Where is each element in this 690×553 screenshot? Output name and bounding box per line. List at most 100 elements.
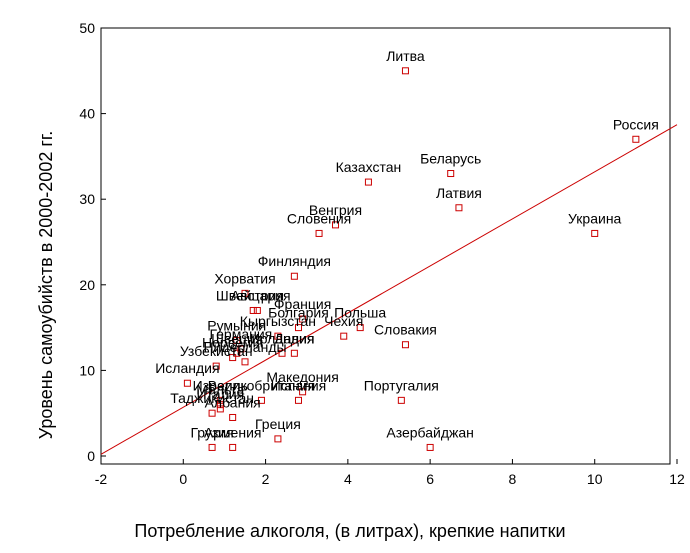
point-label: Великобритания (208, 377, 316, 393)
y-tick-label: 20 (79, 277, 95, 293)
data-point (253, 306, 261, 314)
point-label: Ирландия (250, 330, 315, 346)
x-tick-label: 8 (509, 471, 517, 487)
data-point (401, 341, 409, 349)
point-label: Норвегия (202, 335, 263, 351)
point-label: Армения (204, 424, 262, 440)
fit-line-layer (100, 124, 678, 455)
fit-line (100, 124, 678, 455)
point-label: Таджикистан (170, 390, 254, 406)
data-point (233, 336, 241, 344)
data-point (208, 409, 216, 417)
data-points (183, 67, 640, 451)
data-point (591, 229, 599, 237)
data-point (455, 204, 463, 212)
data-point (208, 443, 216, 451)
point-labels: Литва Россия Беларусь Казахстан Латвия Венгри… (155, 48, 659, 441)
x-axis-ticks: -2 0 2 4 6 8 10 12 (95, 459, 685, 487)
x-axis-title: Потребление алкоголя, (в литрах), крепки… (134, 521, 565, 541)
point-label: Румыния (207, 317, 266, 333)
data-point (212, 362, 220, 370)
point-label: Дания (274, 330, 314, 346)
point-label: Словакия (374, 322, 437, 338)
data-point (294, 324, 302, 332)
x-tick-label: 2 (262, 471, 270, 487)
data-point (356, 324, 364, 332)
y-tick-label: 40 (79, 106, 95, 122)
point-label: Кыргызстан (240, 313, 316, 329)
point-label: Беларусь (420, 151, 481, 167)
data-point (315, 229, 323, 237)
point-label: Чехия (324, 313, 363, 329)
x-tick-label: -2 (95, 471, 108, 487)
point-label: Швеция (211, 330, 262, 346)
y-tick-label: 50 (79, 20, 95, 36)
data-point (426, 443, 434, 451)
point-label: Италия (196, 386, 244, 402)
data-point (401, 67, 409, 75)
data-point (229, 413, 237, 421)
point-label: Исландия (155, 360, 219, 376)
data-point (241, 358, 249, 366)
data-point (299, 388, 307, 396)
data-point (237, 345, 245, 353)
data-point (397, 396, 405, 404)
data-point (294, 396, 302, 404)
x-tick-label: 4 (344, 471, 352, 487)
x-tick-label: 0 (179, 471, 187, 487)
data-point (249, 306, 257, 314)
data-point (216, 405, 224, 413)
data-point (290, 272, 298, 280)
x-tick-label: 6 (426, 471, 434, 487)
data-point (332, 221, 340, 229)
point-label: Латвия (436, 185, 482, 201)
data-point (229, 443, 237, 451)
data-point (241, 289, 249, 297)
point-label: Россия (613, 116, 659, 132)
data-point (278, 349, 286, 357)
point-label: Албания (205, 394, 261, 410)
point-label: Израиль (193, 377, 248, 393)
data-point (447, 170, 455, 178)
point-label: Франция (274, 296, 331, 312)
point-label: Греция (255, 416, 301, 432)
data-point (216, 401, 224, 409)
point-label: Казахстан (336, 159, 402, 175)
plot-frame (100, 27, 671, 465)
data-point (183, 379, 191, 387)
point-label: Финляндия (258, 253, 331, 269)
point-label: Хорватия (214, 270, 275, 286)
point-label: Венгрия (309, 202, 362, 218)
point-label: Литва (386, 48, 425, 64)
y-tick-label: 0 (87, 448, 95, 464)
data-point (274, 435, 282, 443)
x-tick-label: 10 (587, 471, 603, 487)
point-label: Украина (568, 210, 622, 226)
point-label: Болгария (268, 305, 329, 321)
y-axis-title: Уровень самоубийств в 2000-2002 гг. (36, 131, 56, 440)
point-label: Словения (287, 210, 351, 226)
y-axis-ticks: 0 10 20 30 40 50 (79, 20, 106, 464)
data-point (257, 396, 265, 404)
data-point (229, 354, 237, 362)
point-label: Швейцария (216, 287, 291, 303)
point-label: Германия (210, 326, 273, 342)
point-label: Азербайджан (386, 424, 474, 440)
data-point (632, 135, 640, 143)
point-label: Мальта (196, 382, 244, 398)
x-tick-label: 12 (669, 471, 685, 487)
data-point (290, 349, 298, 357)
data-point (233, 349, 241, 357)
data-point (340, 332, 348, 340)
point-label: Португалия (364, 377, 439, 393)
data-point (216, 396, 224, 404)
y-tick-label: 10 (79, 362, 95, 378)
point-label: Австрия (231, 287, 284, 303)
data-point (364, 178, 372, 186)
data-point (274, 332, 282, 340)
point-label: Грузия (190, 424, 233, 440)
point-label: Нидерланды (203, 339, 286, 355)
point-label: Испания (271, 377, 327, 393)
point-label: Узбекистан (180, 343, 253, 359)
